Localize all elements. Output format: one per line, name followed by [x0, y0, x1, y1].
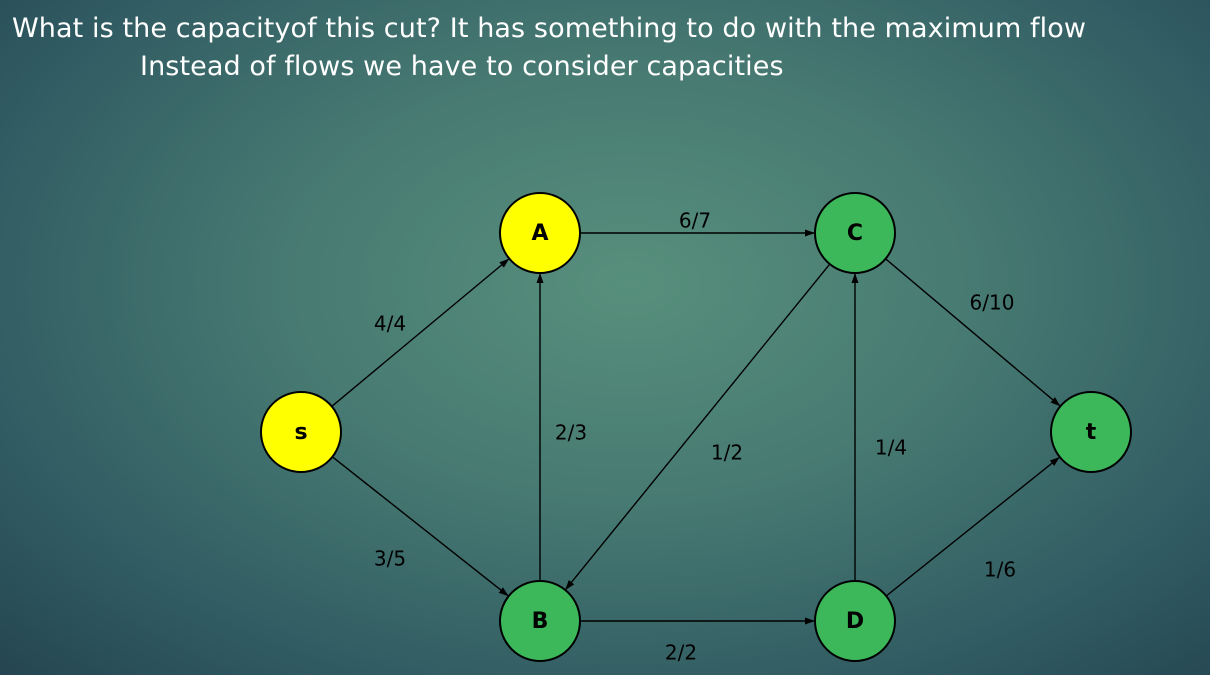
node-circle-B — [499, 580, 581, 662]
edge-label-D-C: 1/4 — [875, 436, 907, 460]
edge-label-B-A: 2/3 — [555, 421, 587, 445]
edge-label-s-A: 4/4 — [374, 312, 406, 336]
node-label-C: C — [847, 221, 863, 246]
edge-label-s-B: 3/5 — [374, 547, 406, 571]
question-title: What is the capacityof this cut? It has … — [12, 13, 1087, 44]
edge-s-A — [331, 258, 510, 407]
edge-label-D-t: 1/6 — [984, 558, 1016, 582]
node-B: B — [499, 580, 581, 662]
edge-label-C-B: 1/2 — [711, 441, 743, 465]
node-A: A — [499, 192, 581, 274]
node-circle-C — [814, 192, 896, 274]
node-C: C — [814, 192, 896, 274]
edge-label-C-t: 6/10 — [970, 291, 1015, 315]
node-circle-D — [814, 580, 896, 662]
edge-C-B — [565, 263, 831, 590]
node-label-B: B — [532, 609, 549, 634]
question-subtitle: Instead of flows we have to consider cap… — [140, 51, 784, 82]
node-t: t — [1050, 391, 1132, 473]
node-circle-s — [260, 391, 342, 473]
node-label-D: D — [846, 609, 864, 634]
node-D: D — [814, 580, 896, 662]
edge-C-t — [885, 258, 1061, 407]
node-label-s: s — [294, 420, 307, 445]
edge-label-B-D: 2/2 — [665, 641, 697, 665]
edges-layer: 4/4 3/5 2/3 6/7 1/2 2/2 1/4 6/10 1/6 — [331, 209, 1061, 665]
edge-label-A-C: 6/7 — [679, 209, 711, 233]
node-s: s — [260, 391, 342, 473]
node-circle-A — [499, 192, 581, 274]
node-label-t: t — [1086, 420, 1097, 445]
edge-D-t — [885, 457, 1060, 597]
node-label-A: A — [531, 221, 548, 246]
edge-s-B — [331, 456, 509, 597]
node-circle-t — [1050, 391, 1132, 473]
nodes-layer: s A B C Dt — [260, 192, 1132, 662]
